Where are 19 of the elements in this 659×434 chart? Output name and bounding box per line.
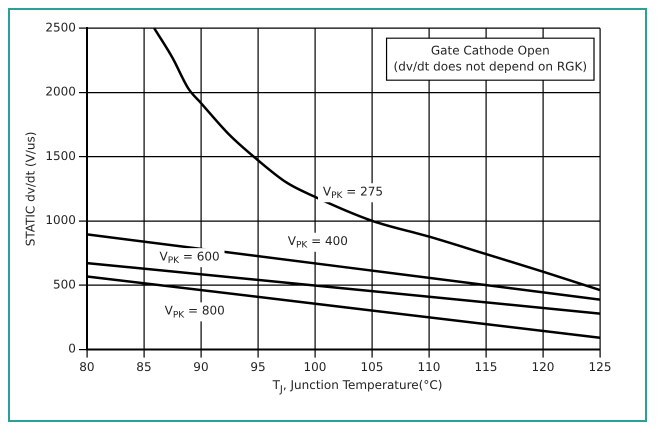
x-tick-label: 80 (79, 360, 95, 374)
y-tick-label: 1000 (45, 213, 76, 228)
x-tick-label: 115 (474, 360, 498, 374)
x-tick-label: 105 (360, 360, 384, 374)
x-tick-label: 90 (193, 360, 209, 374)
y-tick-label: 1500 (45, 148, 76, 163)
x-tick-label: 120 (532, 360, 554, 374)
x-tick-label: 85 (136, 360, 152, 374)
y-tick-label: 2500 (45, 20, 76, 34)
x-axis-title: T$_{J}$, Junction Temperature(°C) (272, 378, 444, 396)
x-tick-label: 125 (588, 360, 612, 374)
y-axis-title: STATIC dv/dt (V/us) (23, 132, 38, 246)
y-tick-label: 500 (53, 277, 76, 292)
x-tick-label: 95 (250, 360, 266, 374)
y-tick-label: 0 (68, 342, 76, 356)
annotation: Gate Cathode Open (dv/dt does not depend on RGK) (394, 43, 588, 74)
y-tick-label: 2000 (45, 84, 76, 99)
x-tick-label: 100 (304, 360, 326, 374)
x-tick-label: 110 (418, 360, 440, 374)
